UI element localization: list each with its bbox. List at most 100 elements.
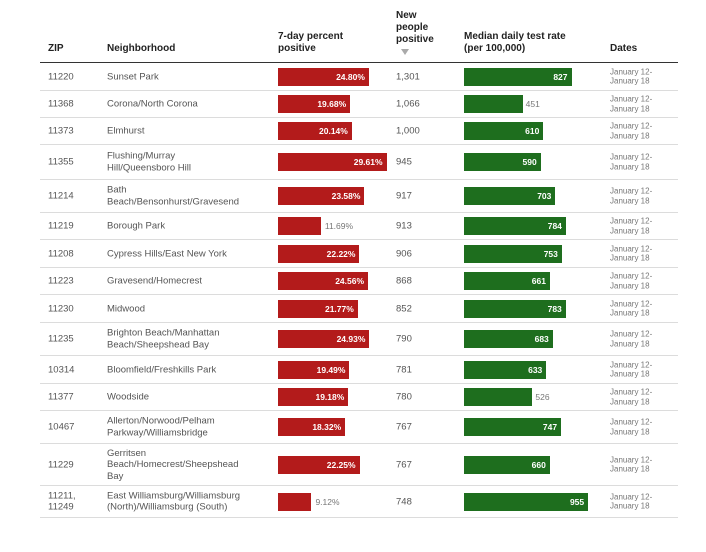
zip-data-table: ZIP Neighborhood 7-day percent positive … — [40, 0, 678, 518]
positive-cell: 868 — [396, 275, 412, 287]
neighborhood-line: Elmhurst — [107, 125, 145, 137]
test-rate-label: 784 — [547, 221, 562, 231]
test-rate-cell: 590 — [464, 153, 594, 171]
col-header-positive-line: positive — [396, 34, 434, 45]
dates-line: January 12- — [610, 186, 653, 196]
dates-line: January 18 — [610, 397, 650, 406]
test-rate-cell: 660 — [464, 455, 594, 474]
positive-cell: 906 — [396, 247, 412, 259]
dates-line: January 12- — [610, 94, 653, 104]
test-rate-label: 703 — [537, 191, 552, 201]
test-rate-label: 526 — [535, 392, 550, 402]
zip-line: 11214 — [48, 190, 74, 202]
col-header-test-rate-line: Median daily test rate — [464, 31, 566, 42]
col-header-positive[interactable]: New people positive — [396, 10, 434, 55]
dates-cell: January 12- January 18 — [610, 217, 674, 236]
zip-cell: 11223 — [48, 275, 100, 287]
test-rate-bar — [464, 492, 589, 511]
neighborhood-cell: Cypress Hills/East New York — [107, 248, 267, 260]
positive-cell: 917 — [396, 190, 412, 202]
test-rate-cell: 955 — [464, 492, 594, 511]
positive-cell: 1,000 — [396, 125, 420, 137]
test-rate-cell: 661 — [464, 272, 594, 290]
dates-line: January 18 — [610, 226, 650, 235]
test-rate-bar — [464, 360, 547, 379]
table-row: 11223 Gravesend/Homecrest 24.56% 868 661 Janu… — [40, 268, 678, 295]
dates-line: January 18 — [610, 369, 650, 379]
dates-line: January 12- — [610, 455, 653, 464]
dates-cell: January 12- January 18 — [610, 244, 674, 263]
percent-label: 21.77% — [324, 303, 354, 314]
zip-cell: 10467 — [48, 421, 100, 433]
zip-line: 11211, — [48, 490, 76, 501]
positive-cell: 781 — [396, 363, 412, 375]
percent-cell: 20.14% — [278, 122, 388, 140]
dates-line: January 12- — [610, 152, 653, 162]
percent-bar — [278, 122, 352, 140]
col-header-percent-line: 7-day percent — [278, 31, 344, 42]
percent-label: 11.69% — [324, 221, 354, 231]
table-row: 11373 Elmhurst 20.14% 1,000 610 January 12- Ja… — [40, 118, 678, 145]
sort-descending-icon[interactable] — [401, 49, 409, 55]
col-header-neighborhood[interactable]: Neighborhood — [107, 43, 176, 54]
neighborhood-line: Allerton/Norwood/Pelham — [107, 415, 215, 427]
neighborhood-cell: Woodside — [107, 391, 267, 403]
col-header-zip[interactable]: ZIP — [48, 43, 64, 54]
percent-cell: 24.80% — [278, 67, 388, 86]
col-header-positive-line: New — [396, 10, 417, 21]
dates-cell: January 12- January 18 — [610, 418, 674, 437]
percent-bar — [278, 153, 387, 171]
test-rate-cell: 753 — [464, 244, 594, 263]
percent-cell: 22.25% — [278, 455, 388, 474]
neighborhood-cell: Sunset Park — [107, 71, 267, 83]
neighborhood-cell: Gravesend/Homecrest — [107, 275, 267, 287]
neighborhood-line: Bay — [107, 470, 124, 482]
test-rate-label: 783 — [547, 303, 562, 314]
dates-line: January 18 — [610, 253, 650, 263]
test-rate-label: 827 — [553, 71, 568, 82]
dates-cell: January 12- January 18 — [610, 299, 674, 318]
dates-line: January 12- — [610, 299, 653, 308]
percent-bar — [278, 67, 369, 86]
percent-label: 24.56% — [335, 276, 365, 286]
table-row: 11211, 11249 East Williamsburg/Williamsbur… — [40, 486, 678, 518]
percent-cell: 24.93% — [278, 330, 388, 348]
neighborhood-cell: Flushing/Murray Hill/Queensboro Hill — [107, 151, 267, 174]
zip-line: 11373 — [48, 125, 74, 137]
neighborhood-cell: Elmhurst — [107, 125, 267, 137]
percent-bar — [278, 272, 369, 290]
test-rate-label: 747 — [542, 422, 558, 432]
zip-cell: 11220 — [48, 71, 100, 83]
positive-cell: 748 — [396, 495, 412, 507]
test-rate-cell: 683 — [464, 330, 594, 348]
table-row: 11235 Brighton Beach/Manhattan Beach/Sheep… — [40, 323, 678, 356]
table-row: 11220 Sunset Park 24.80% 1,301 827 January 12… — [40, 63, 678, 91]
zip-line: 10314 — [48, 363, 75, 375]
test-rate-cell: 526 — [464, 388, 594, 406]
percent-cell: 21.77% — [278, 299, 388, 318]
test-rate-cell: 827 — [464, 67, 594, 86]
dates-cell: January 12- January 18 — [610, 360, 674, 379]
positive-cell: 852 — [396, 302, 412, 314]
neighborhood-line: Midwood — [107, 302, 146, 314]
dates-line: January 12- — [610, 492, 653, 501]
percent-cell: 19.68% — [278, 95, 388, 113]
table-row: 11219 Borough Park 11.69% 913 784 January 12-… — [40, 213, 678, 240]
col-header-test-rate[interactable]: Median daily test rate (per 100,000) — [464, 31, 566, 55]
percent-label: 18.32% — [312, 422, 342, 432]
percent-label: 20.14% — [319, 126, 348, 136]
neighborhood-cell: Borough Park — [107, 220, 267, 232]
zip-cell: 11229 — [48, 459, 100, 471]
test-rate-label: 683 — [534, 334, 549, 344]
dates-line: January 18 — [610, 281, 650, 290]
dates-cell: January 12- January 18 — [610, 153, 674, 172]
percent-cell: 24.56% — [278, 272, 388, 290]
neighborhood-cell: Gerritsen Beach/Homecrest/Sheepshead Bay — [107, 447, 267, 482]
percent-bar — [278, 492, 312, 511]
col-header-percent[interactable]: 7-day percent positive — [278, 31, 343, 55]
zip-cell: 11373 — [48, 125, 100, 137]
zip-line: 11377 — [48, 391, 74, 403]
table-header: ZIP Neighborhood 7-day percent positive … — [40, 0, 678, 63]
col-header-dates[interactable]: Dates — [610, 43, 638, 54]
test-rate-bar — [464, 217, 566, 235]
